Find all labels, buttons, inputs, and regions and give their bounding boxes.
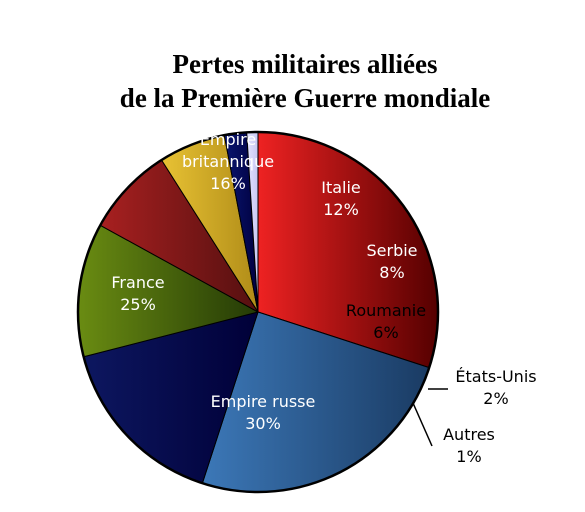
chart-title: Pertes militaires alliées de la Première … [120,49,490,113]
slice-labels: Empire russe 30% France 25% Empire britanniqu… [111,130,536,466]
slice-label: Empire britannique 16% [182,130,274,193]
leader-lines [412,388,448,447]
slice-label: Serbie 8% [366,241,417,282]
pie-slices [76,130,440,494]
chart-title-line: Pertes militaires alliées [173,49,438,79]
slice-label: Italie 12% [321,178,361,219]
slice-label: Autres 1% [443,425,495,466]
chart-title-line: de la Première Guerre mondiale [120,83,490,113]
pie-outline [76,130,440,494]
slice-label: États-Unis 2% [455,367,536,408]
leader-line [412,402,433,447]
slice-label: France 25% [111,273,164,314]
slice-label: Empire russe 30% [211,392,316,433]
slice-label: Roumanie 6% [346,301,426,342]
